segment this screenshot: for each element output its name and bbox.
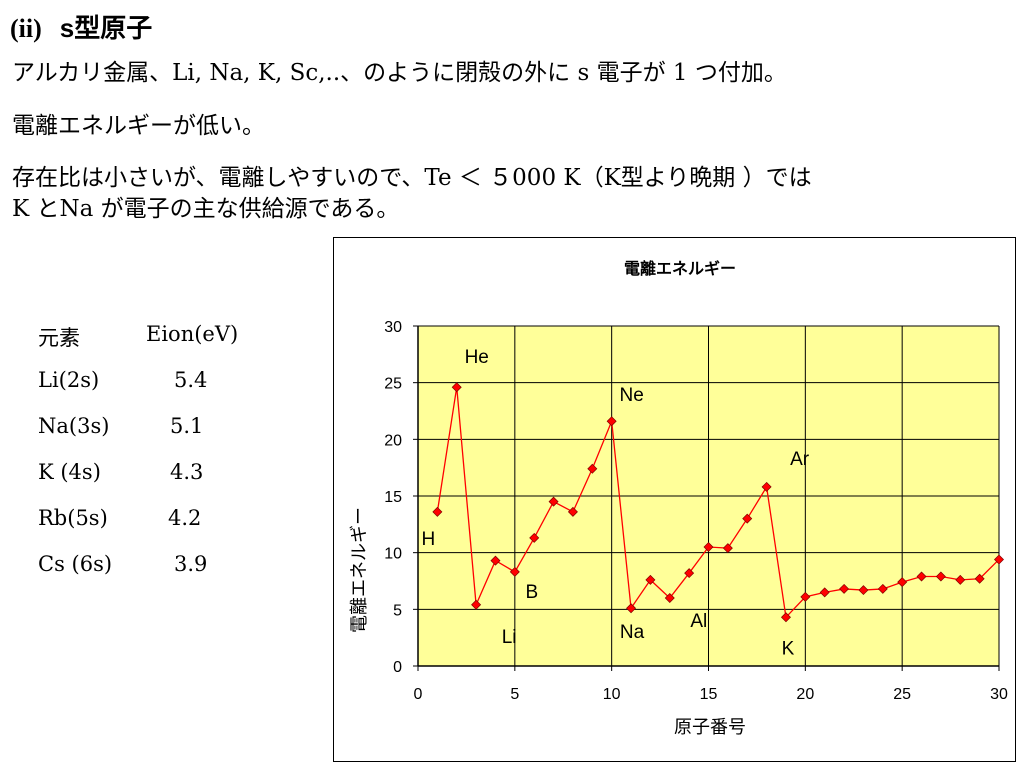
data-point-marker — [432, 506, 443, 517]
data-point-marker — [529, 532, 540, 543]
table-cell-element: Na(3s) — [38, 414, 110, 438]
text-line-4: K とNa が電子の主な供給源である。 — [12, 196, 400, 222]
x-tick-label: 0 — [414, 686, 423, 703]
table-cell-eion: 5.4 — [174, 368, 208, 392]
data-annotation-label: Ar — [790, 449, 810, 470]
chart-title: 電離エネルギー — [624, 259, 736, 278]
table-cell-element: Cs (6s) — [38, 552, 113, 576]
data-point-marker — [509, 566, 520, 577]
y-axis-label: 電離エネルギー — [349, 507, 369, 633]
data-point-marker — [916, 571, 927, 582]
data-point-marker — [664, 593, 675, 603]
data-point-marker — [626, 603, 637, 614]
data-point-marker — [645, 574, 656, 585]
x-tick-label: 20 — [796, 686, 814, 703]
data-point-marker — [471, 599, 482, 610]
x-tick-label: 15 — [700, 686, 718, 703]
x-tick-label: 10 — [603, 686, 621, 703]
data-point-marker — [761, 481, 772, 492]
data-annotation-label: Li — [502, 627, 517, 648]
data-point-marker — [858, 585, 869, 596]
table-cell-eion: 5.1 — [170, 414, 204, 438]
title-text: s型原子 — [59, 13, 153, 43]
data-point-marker — [548, 496, 559, 507]
data-point-marker — [897, 577, 908, 588]
data-point-marker — [800, 591, 811, 602]
data-annotation-label: H — [421, 529, 435, 550]
table-header-eion: Eion(eV) — [146, 322, 239, 346]
element-annotations: H He Li B Ne Na Al Ar K — [421, 347, 809, 659]
y-tick-label: 15 — [384, 489, 402, 506]
y-tick-label: 0 — [393, 659, 402, 676]
data-point-marker — [994, 554, 1004, 565]
table-cell-element: Li(2s) — [38, 368, 100, 392]
slide-title: (ii) s型原子 — [10, 8, 152, 45]
data-point-marker — [819, 587, 830, 598]
data-point-marker — [606, 416, 617, 427]
data-point-marker — [955, 574, 966, 585]
x-axis-ticks: 0 5 10 15 20 25 30 — [414, 666, 1008, 703]
data-point-marker — [974, 573, 985, 584]
text-line-3: 存在比は小さいが、電離しやすいので、Te ＜ ５000 K（K型より晩期 ）では — [12, 165, 812, 191]
data-annotation-label: Ne — [620, 385, 644, 406]
table-cell-element: K (4s) — [38, 460, 101, 484]
data-annotation-label: Na — [620, 622, 645, 643]
x-tick-label: 5 — [510, 686, 519, 703]
data-point-marker — [684, 568, 695, 579]
x-tick-label: 25 — [893, 686, 911, 703]
data-annotation-label: Al — [690, 611, 707, 632]
data-annotation-label: He — [465, 347, 489, 368]
y-tick-label: 30 — [384, 319, 402, 336]
x-tick-label: 30 — [990, 686, 1008, 703]
data-point-marker — [877, 583, 888, 594]
table-cell-element: Rb(5s) — [38, 506, 108, 530]
table-header-element: 元素 — [38, 326, 80, 350]
data-annotation-label: B — [525, 582, 538, 603]
series-markers — [432, 382, 1004, 623]
text-line-1: アルカリ金属、Li, Na, K, Sc,..、のように閉殻の外に s 電子が … — [12, 60, 787, 86]
table-cell-eion: 4.3 — [170, 460, 204, 484]
title-number: (ii) — [10, 14, 42, 43]
y-tick-label: 5 — [393, 602, 402, 619]
data-point-marker — [722, 543, 733, 554]
y-axis-ticks: 0 5 10 15 20 25 30 — [384, 319, 418, 676]
data-point-marker — [780, 612, 791, 623]
x-axis-label: 原子番号 — [674, 717, 746, 737]
chart-svg: 電離エネルギー 0 5 10 15 20 25 30 0 5 10 15 20 25 30 H He Li B… — [349, 259, 1008, 737]
data-point-marker — [490, 555, 501, 566]
y-tick-label: 20 — [384, 432, 402, 449]
table-cell-eion: 3.9 — [174, 552, 208, 576]
data-point-marker — [703, 542, 714, 552]
data-point-marker — [587, 463, 598, 474]
data-point-marker — [742, 513, 753, 524]
data-annotation-label: K — [782, 638, 795, 659]
data-point-marker — [567, 506, 578, 517]
data-point-marker — [451, 382, 462, 393]
y-tick-label: 25 — [384, 376, 402, 393]
text-line-2: 電離エネルギーが低い。 — [12, 113, 265, 139]
data-point-marker — [839, 583, 850, 594]
y-tick-label: 10 — [384, 546, 402, 563]
data-point-marker — [935, 571, 946, 582]
table-cell-eion: 4.2 — [168, 506, 202, 530]
ionization-chart: 電離エネルギー 0 5 10 15 20 25 30 0 5 10 15 20 25 30 H He Li B… — [333, 237, 1016, 762]
